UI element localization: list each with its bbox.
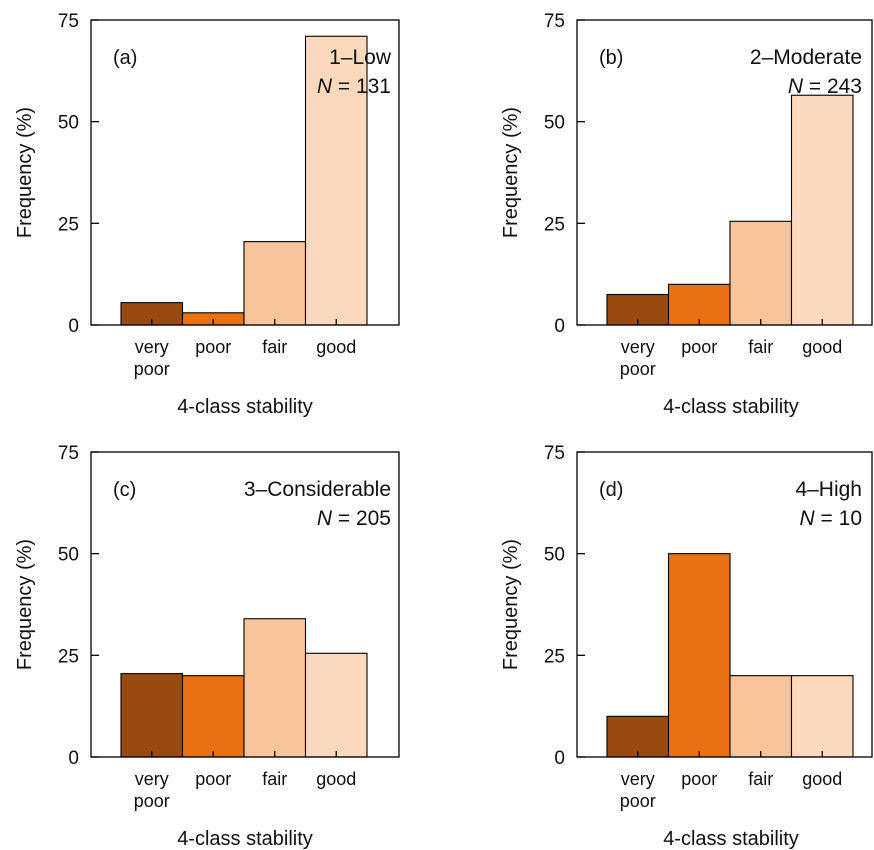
x-axis-label: 4-class stability <box>177 828 313 850</box>
y-tick-label: 75 <box>544 443 565 464</box>
sample-size-label: N = 131 <box>317 75 391 98</box>
x-tick-label: fair <box>262 769 287 789</box>
panel-tag: (c) <box>113 479 136 501</box>
y-tick-label: 25 <box>58 214 79 235</box>
bar-very-poor <box>607 716 669 757</box>
panel-title: 4–High <box>795 478 862 501</box>
x-tick-label: good <box>316 337 356 357</box>
y-tick-label: 25 <box>58 646 79 667</box>
x-tick-label: poor <box>195 769 231 789</box>
y-tick-label: 0 <box>68 748 79 769</box>
x-axis-label: 4-class stability <box>663 828 799 850</box>
y-axis-label: Frequency (%) <box>500 107 522 238</box>
y-axis-label: Frequency (%) <box>500 539 522 670</box>
bar-poor <box>669 284 731 325</box>
bar-good <box>306 653 368 757</box>
x-axis-label: 4-class stability <box>663 396 799 418</box>
bar-good <box>792 95 854 325</box>
bar-good <box>792 676 854 757</box>
panel-title: 2–Moderate <box>750 46 862 69</box>
bar-poor <box>183 676 245 757</box>
chart-panel-a: 0 25 50 75 very poor poor fair good 4-class stabi… <box>14 11 399 418</box>
sample-size-label: N = 243 <box>788 75 862 98</box>
x-tick-label: fair <box>748 769 773 789</box>
x-tick-label: very poor <box>134 769 170 811</box>
panel-title: 3–Considerable <box>244 478 391 501</box>
x-tick-label: poor <box>681 769 717 789</box>
bar-poor <box>669 554 731 757</box>
x-tick-label: fair <box>748 337 773 357</box>
x-tick-label: poor <box>195 337 231 357</box>
y-tick-label: 25 <box>544 214 565 235</box>
x-axis-label: 4-class stability <box>177 396 313 418</box>
y-tick-label: 50 <box>58 113 79 134</box>
chart-panel-b: 0 25 50 75 very poor poor fair good 4-class stabi… <box>500 11 872 418</box>
bar-fair <box>244 619 306 757</box>
bar-fair <box>244 242 306 325</box>
y-axis-label: Frequency (%) <box>14 539 36 670</box>
y-axis-label: Frequency (%) <box>14 107 36 238</box>
x-tick-label: very poor <box>620 769 656 811</box>
sample-size-label: N = 205 <box>317 507 391 530</box>
sample-size-label: N = 10 <box>800 507 862 530</box>
x-tick-label: very poor <box>620 337 656 379</box>
y-tick-label: 75 <box>58 11 79 32</box>
bar-fair <box>730 221 792 325</box>
panel-title: 1–Low <box>329 46 392 69</box>
y-tick-label: 50 <box>544 545 565 566</box>
y-tick-label: 75 <box>544 11 565 32</box>
y-tick-label: 0 <box>554 316 565 337</box>
panel-tag: (b) <box>599 47 623 69</box>
chart-panel-d: 0 25 50 75 very poor poor fair good 4-class stabi… <box>500 443 872 850</box>
y-tick-label: 50 <box>58 545 79 566</box>
bar-fair <box>730 676 792 757</box>
x-tick-label: very poor <box>134 337 170 379</box>
chart-panel-c: 0 25 50 75 very poor poor fair good 4-class stabi… <box>14 443 399 850</box>
panel-tag: (d) <box>599 479 623 501</box>
x-tick-label: fair <box>262 337 287 357</box>
y-tick-label: 75 <box>58 443 79 464</box>
x-tick-label: good <box>802 337 842 357</box>
y-tick-label: 50 <box>544 113 565 134</box>
y-tick-label: 0 <box>554 748 565 769</box>
x-tick-label: good <box>802 769 842 789</box>
panel-tag: (a) <box>113 47 137 69</box>
x-tick-label: poor <box>681 337 717 357</box>
bar-very-poor <box>121 674 183 757</box>
x-tick-label: good <box>316 769 356 789</box>
y-tick-label: 25 <box>544 646 565 667</box>
y-tick-label: 0 <box>68 316 79 337</box>
